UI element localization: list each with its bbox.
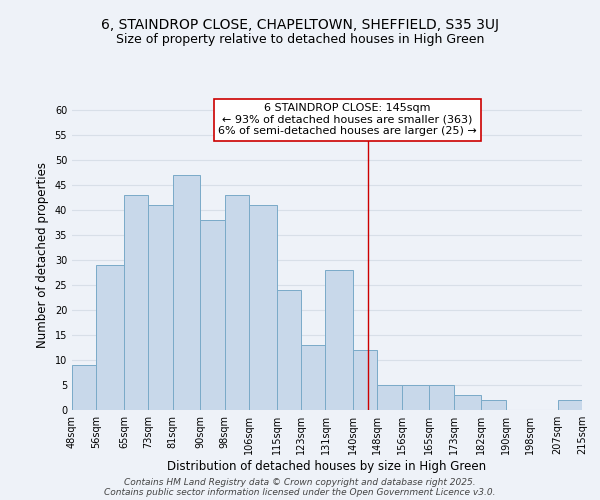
Bar xyxy=(97,265,124,410)
Bar xyxy=(148,205,173,410)
Text: 6 STAINDROP CLOSE: 145sqm
← 93% of detached houses are smaller (363)
6% of semi-: 6 STAINDROP CLOSE: 145sqm ← 93% of detac… xyxy=(218,103,477,136)
Bar xyxy=(224,195,249,410)
Text: 6, STAINDROP CLOSE, CHAPELTOWN, SHEFFIELD, S35 3UJ: 6, STAINDROP CLOSE, CHAPELTOWN, SHEFFIEL… xyxy=(101,18,499,32)
Bar xyxy=(249,205,277,410)
Bar xyxy=(124,195,148,410)
Bar xyxy=(481,400,506,410)
Text: Size of property relative to detached houses in High Green: Size of property relative to detached ho… xyxy=(116,32,484,46)
Text: Contains public sector information licensed under the Open Government Licence v3: Contains public sector information licen… xyxy=(104,488,496,497)
Bar xyxy=(277,290,301,410)
Bar xyxy=(200,220,224,410)
X-axis label: Distribution of detached houses by size in High Green: Distribution of detached houses by size … xyxy=(167,460,487,473)
Text: Contains HM Land Registry data © Crown copyright and database right 2025.: Contains HM Land Registry data © Crown c… xyxy=(124,478,476,487)
Bar xyxy=(402,385,430,410)
Bar xyxy=(173,175,200,410)
Bar xyxy=(72,365,97,410)
Bar xyxy=(454,395,481,410)
Bar xyxy=(353,350,377,410)
Bar xyxy=(301,345,325,410)
Bar xyxy=(325,270,353,410)
Bar xyxy=(430,385,454,410)
Bar xyxy=(377,385,402,410)
Y-axis label: Number of detached properties: Number of detached properties xyxy=(36,162,49,348)
Bar xyxy=(557,400,582,410)
